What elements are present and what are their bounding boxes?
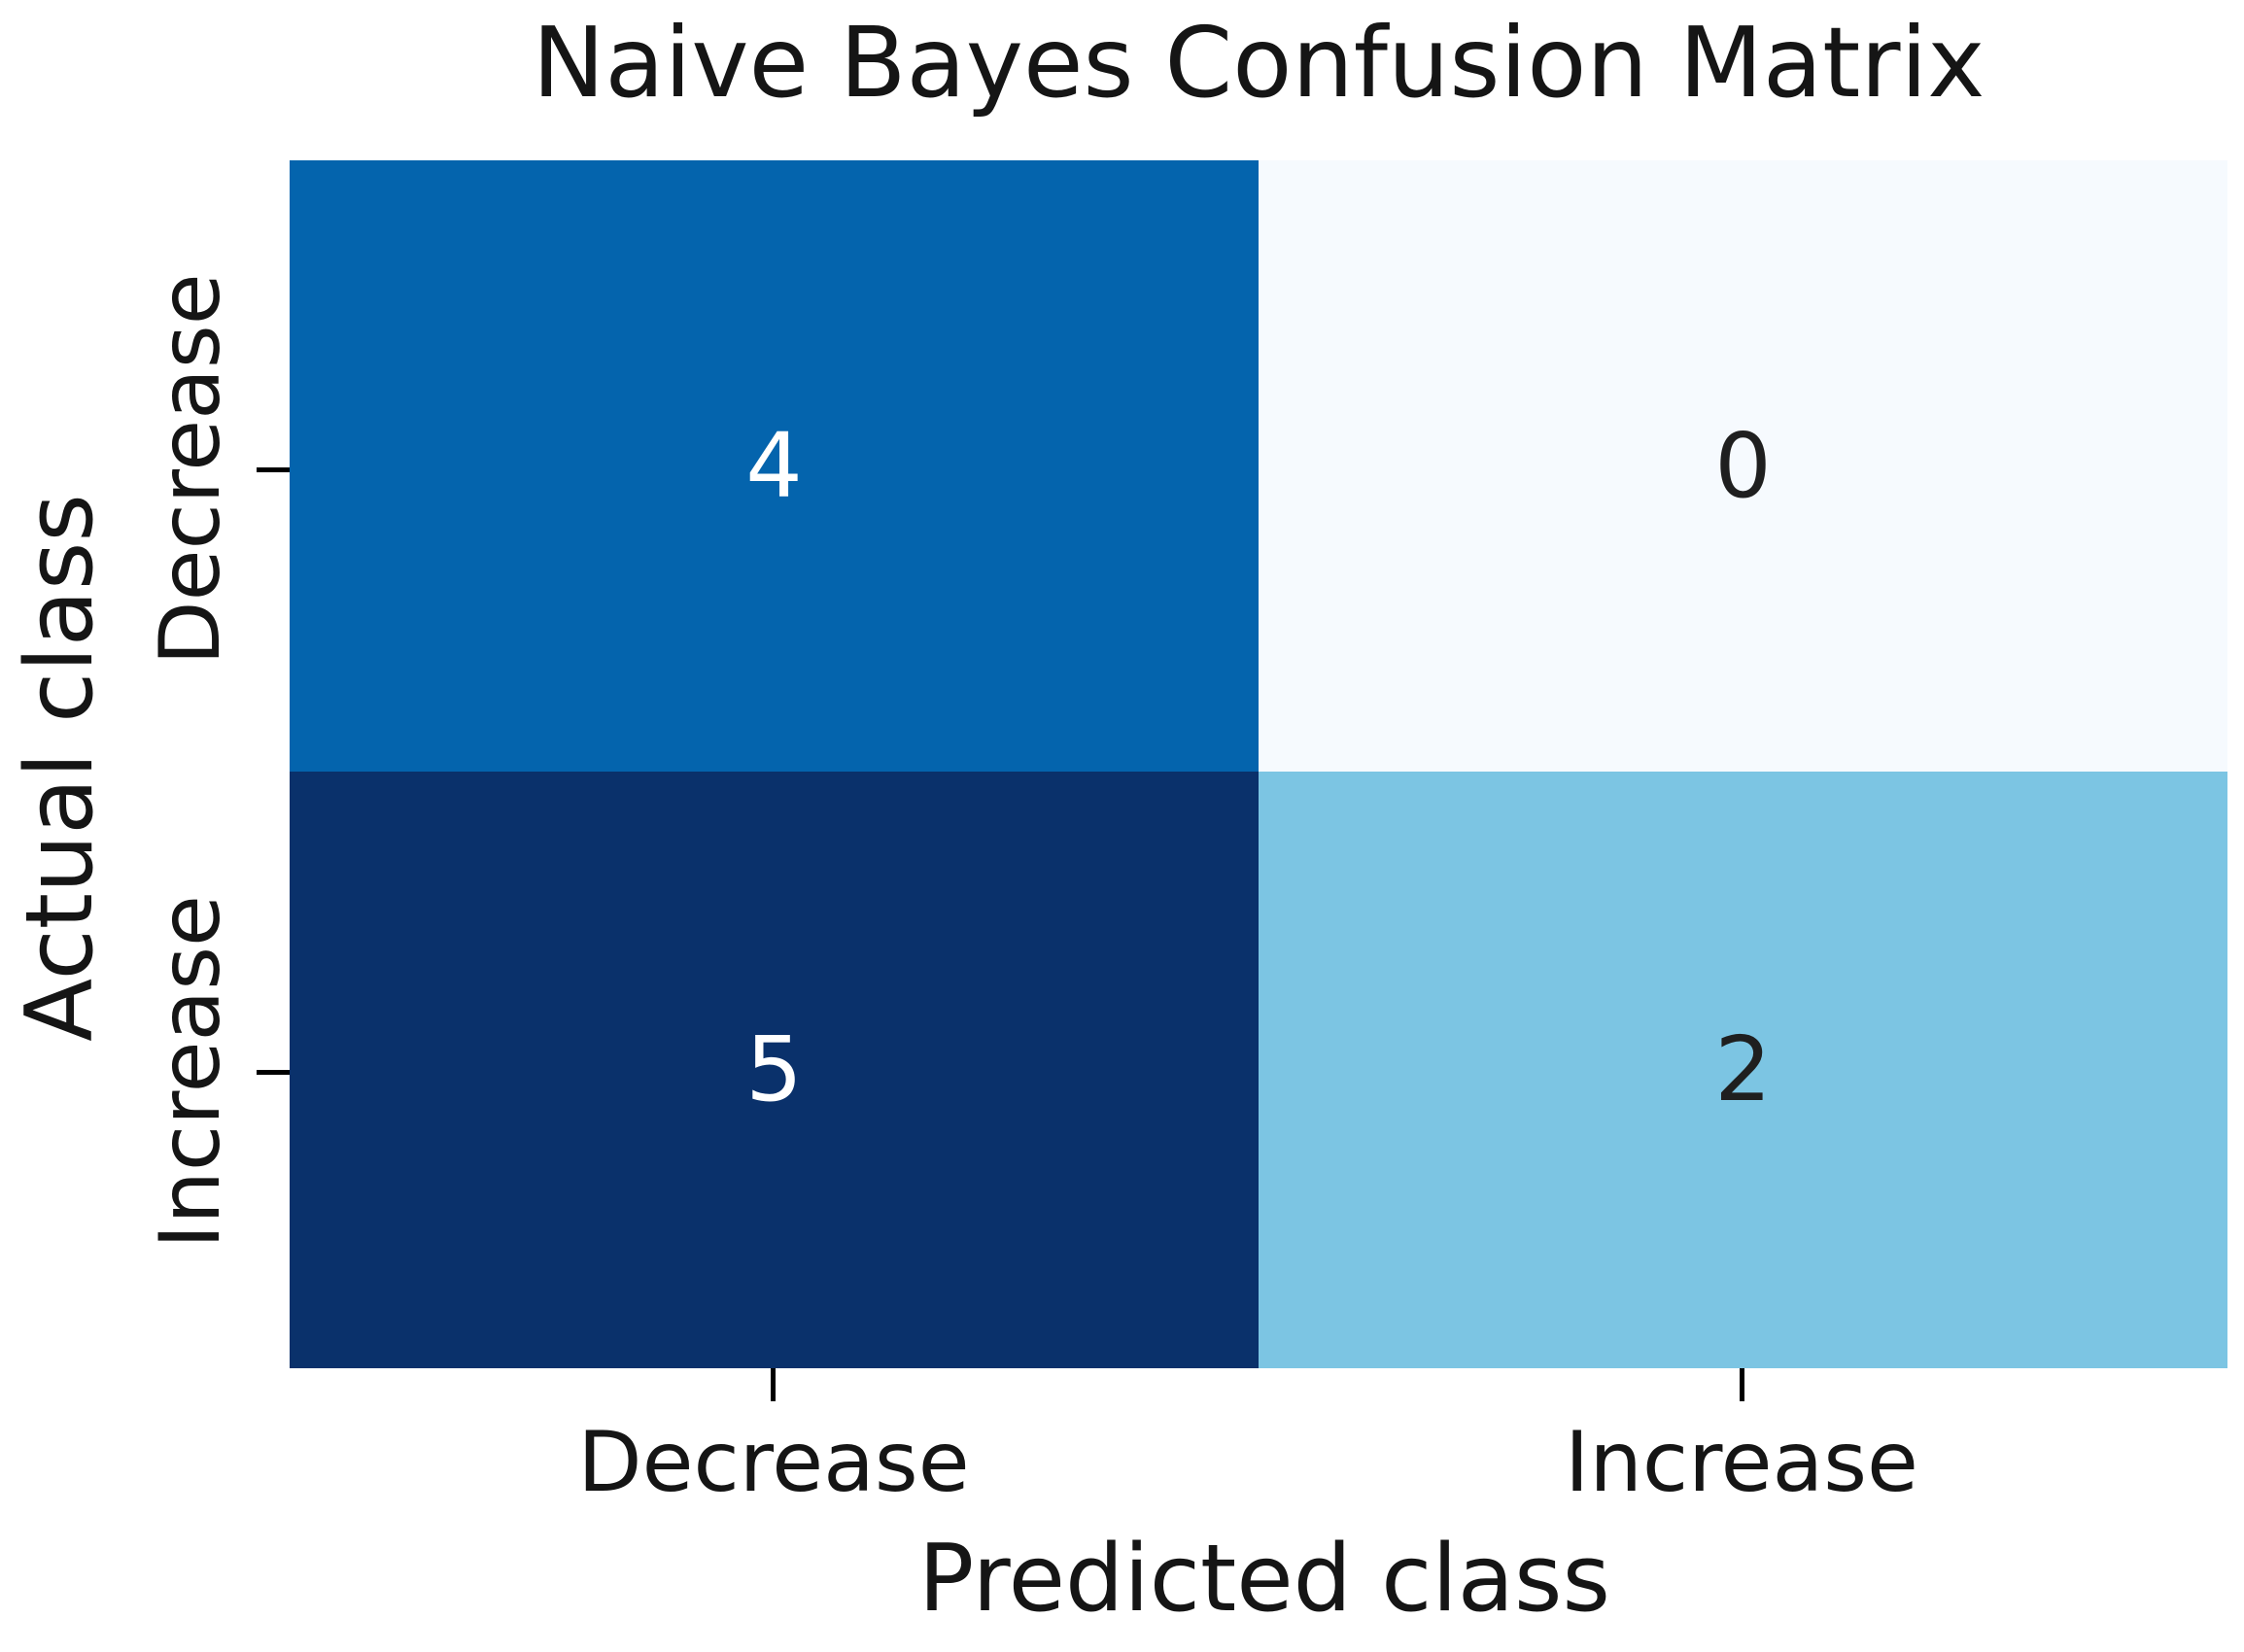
cell-value: 0 — [1714, 413, 1772, 518]
x-tick-mark-increase — [1740, 1368, 1744, 1401]
cell-value: 2 — [1714, 1017, 1772, 1122]
cell-value: 5 — [745, 1017, 803, 1122]
cell-value: 4 — [745, 413, 803, 518]
x-tick-mark-decrease — [771, 1368, 776, 1401]
x-tick-label-decrease: Decrease — [577, 1414, 970, 1511]
y-tick-label-increase: Increase — [142, 895, 239, 1249]
x-axis-label: Predicted class — [918, 1526, 1610, 1633]
y-tick-mark-decrease — [257, 467, 290, 472]
y-tick-mark-increase — [257, 1070, 290, 1075]
heatmap-grid: 4 0 5 2 — [290, 160, 2227, 1368]
cell-actual-increase-predicted-decrease: 5 — [290, 771, 1259, 1368]
x-tick-label-increase: Increase — [1565, 1414, 1918, 1511]
y-tick-label-decrease: Decrease — [142, 273, 239, 666]
chart-title: Naive Bayes Confusion Matrix — [532, 6, 1985, 120]
y-axis-label: Actual class — [7, 494, 114, 1042]
cell-actual-decrease-predicted-increase: 0 — [1259, 160, 2227, 772]
cell-actual-increase-predicted-increase: 2 — [1259, 771, 2227, 1368]
cell-actual-decrease-predicted-decrease: 4 — [290, 160, 1259, 772]
